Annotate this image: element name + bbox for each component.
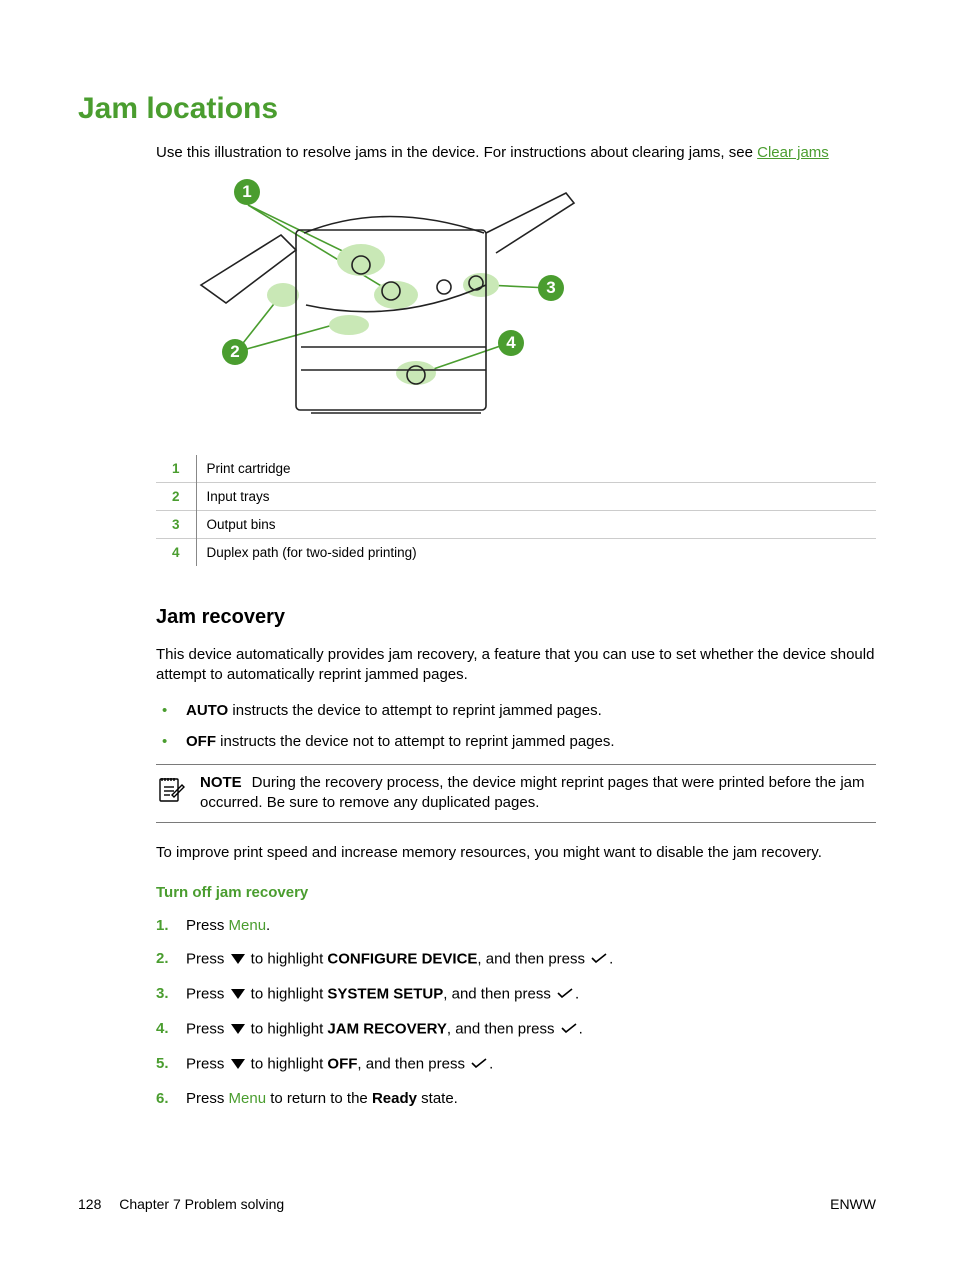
printer-illustration: [186, 175, 586, 423]
footer-right: ENWW: [830, 1196, 876, 1212]
menu-label: Menu: [229, 917, 267, 934]
step-text: to highlight: [247, 1020, 328, 1037]
bullet-bold: OFF: [186, 733, 216, 750]
step-item: Press to highlight JAM RECOVERY, and the…: [156, 1020, 876, 1039]
callout-3: 3: [538, 275, 564, 301]
section-paragraph: To improve print speed and increase memo…: [156, 843, 876, 863]
legend-row: 4 Duplex path (for two-sided printing): [156, 539, 876, 567]
note-box: NOTEDuring the recovery process, the dev…: [156, 764, 876, 823]
legend-row: 2 Input trays: [156, 483, 876, 511]
check-icon: [561, 1020, 577, 1037]
clear-jams-link[interactable]: Clear jams: [757, 144, 829, 161]
legend-num: 2: [156, 483, 196, 511]
step-text: Press: [186, 1090, 229, 1107]
legend-label: Duplex path (for two-sided printing): [196, 539, 876, 567]
legend-label: Input trays: [196, 483, 876, 511]
step-text: state.: [417, 1090, 458, 1107]
check-icon: [471, 1055, 487, 1072]
callout-1: 1: [234, 179, 260, 205]
note-label: NOTE: [200, 774, 242, 791]
step-text: .: [579, 1020, 583, 1037]
step-text: to return to the: [266, 1090, 372, 1107]
step-text: .: [489, 1055, 493, 1072]
bullet-list: AUTO instructs the device to attempt to …: [156, 702, 876, 750]
step-bold: JAM RECOVERY: [327, 1020, 446, 1037]
legend-label: Output bins: [196, 511, 876, 539]
legend-table: 1 Print cartridge 2 Input trays 3 Output…: [156, 455, 876, 566]
step-text: , and then press: [477, 950, 589, 967]
step-text: .: [266, 917, 270, 934]
step-item: Press to highlight OFF, and then press .: [156, 1055, 876, 1074]
step-item: Press to highlight CONFIGURE DEVICE, and…: [156, 950, 876, 969]
bullet-item: AUTO instructs the device to attempt to …: [156, 702, 876, 719]
legend-num: 3: [156, 511, 196, 539]
step-text: .: [609, 950, 613, 967]
check-icon: [591, 950, 607, 967]
step-text: , and then press: [357, 1055, 469, 1072]
callout-2: 2: [222, 339, 248, 365]
step-text: to highlight: [247, 950, 328, 967]
step-item: Press Menu.: [156, 917, 876, 934]
legend-label: Print cartridge: [196, 455, 876, 483]
legend-row: 1 Print cartridge: [156, 455, 876, 483]
step-item: Press to highlight SYSTEM SETUP, and the…: [156, 985, 876, 1004]
bullet-rest: instructs the device not to attempt to r…: [216, 733, 615, 750]
check-icon: [557, 985, 573, 1002]
note-body: During the recovery process, the device …: [200, 774, 865, 811]
down-arrow-icon: [231, 1059, 245, 1069]
step-text: Press: [186, 985, 229, 1002]
bullet-item: OFF instructs the device not to attempt …: [156, 733, 876, 750]
page-title: Jam locations: [78, 92, 876, 126]
intro-text: Use this illustration to resolve jams in…: [156, 144, 757, 161]
intro-paragraph: Use this illustration to resolve jams in…: [156, 144, 876, 161]
step-item: Press Menu to return to the Ready state.: [156, 1090, 876, 1107]
steps-list: Press Menu. Press to highlight CONFIGURE…: [156, 917, 876, 1107]
step-text: , and then press: [443, 985, 555, 1002]
down-arrow-icon: [231, 954, 245, 964]
page: Jam locations Use this illustration to r…: [0, 0, 954, 1270]
callout-4: 4: [498, 330, 524, 356]
down-arrow-icon: [231, 1024, 245, 1034]
chapter-label: Chapter 7 Problem solving: [119, 1196, 284, 1212]
bullet-bold: AUTO: [186, 702, 228, 719]
step-bold: OFF: [327, 1055, 357, 1072]
footer-left: 128 Chapter 7 Problem solving: [78, 1196, 284, 1212]
menu-label: Menu: [229, 1090, 267, 1107]
step-bold: Ready: [372, 1090, 417, 1107]
legend-num: 1: [156, 455, 196, 483]
note-text: NOTEDuring the recovery process, the dev…: [200, 773, 876, 814]
step-text: .: [575, 985, 579, 1002]
legend-num: 4: [156, 539, 196, 567]
section-paragraph: This device automatically provides jam r…: [156, 645, 876, 684]
bullet-rest: instructs the device to attempt to repri…: [228, 702, 602, 719]
step-text: , and then press: [447, 1020, 559, 1037]
section-heading: Jam recovery: [156, 606, 876, 629]
page-footer: 128 Chapter 7 Problem solving ENWW: [78, 1196, 876, 1212]
content-block: Use this illustration to resolve jams in…: [156, 144, 876, 1107]
legend-row: 3 Output bins: [156, 511, 876, 539]
step-text: Press: [186, 1055, 229, 1072]
step-text: to highlight: [247, 985, 328, 1002]
step-bold: SYSTEM SETUP: [327, 985, 443, 1002]
step-text: Press: [186, 917, 229, 934]
procedure-heading: Turn off jam recovery: [156, 884, 876, 901]
step-text: Press: [186, 1020, 229, 1037]
step-text: Press: [186, 950, 229, 967]
printer-diagram: 1 2 3 4: [186, 175, 586, 423]
note-icon: [156, 773, 200, 814]
down-arrow-icon: [231, 989, 245, 999]
step-bold: CONFIGURE DEVICE: [327, 950, 477, 967]
page-number: 128: [78, 1196, 101, 1212]
step-text: to highlight: [247, 1055, 328, 1072]
